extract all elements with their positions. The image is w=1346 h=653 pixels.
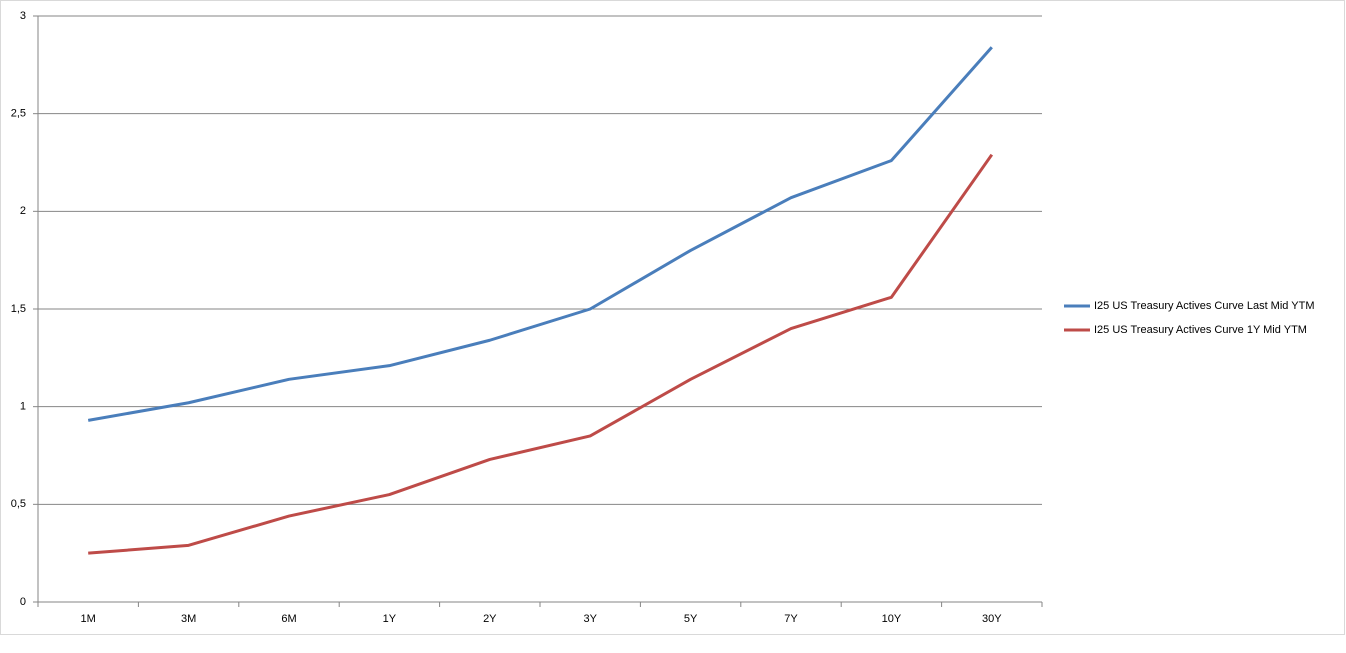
y-tick-label: 1,5 <box>11 303 26 315</box>
y-tick-label: 2 <box>20 205 26 217</box>
y-tick-label: 0 <box>20 596 26 608</box>
x-tick-label: 1Y <box>383 613 397 625</box>
legend-label: I25 US Treasury Actives Curve Last Mid Y… <box>1094 300 1314 312</box>
series-line <box>87 46 993 422</box>
x-tick-label: 5Y <box>684 613 698 625</box>
x-tick-label: 10Y <box>882 613 902 625</box>
x-tick-label: 1M <box>81 613 96 625</box>
x-tick-label: 2Y <box>483 613 497 625</box>
x-tick-label: 3M <box>181 613 196 625</box>
x-tick-label: 6M <box>281 613 296 625</box>
y-tick-label: 1 <box>20 401 26 413</box>
x-tick-label: 3Y <box>583 613 597 625</box>
y-tick-label: 3 <box>20 10 26 22</box>
x-tick-label: 30Y <box>982 613 1002 625</box>
x-tick-label: 7Y <box>784 613 798 625</box>
y-tick-label: 0,5 <box>11 498 26 510</box>
legend-label: I25 US Treasury Actives Curve 1Y Mid YTM <box>1094 324 1307 336</box>
series-line <box>88 153 994 555</box>
chart-border <box>0 0 1345 635</box>
y-tick-label: 2,5 <box>11 108 26 120</box>
